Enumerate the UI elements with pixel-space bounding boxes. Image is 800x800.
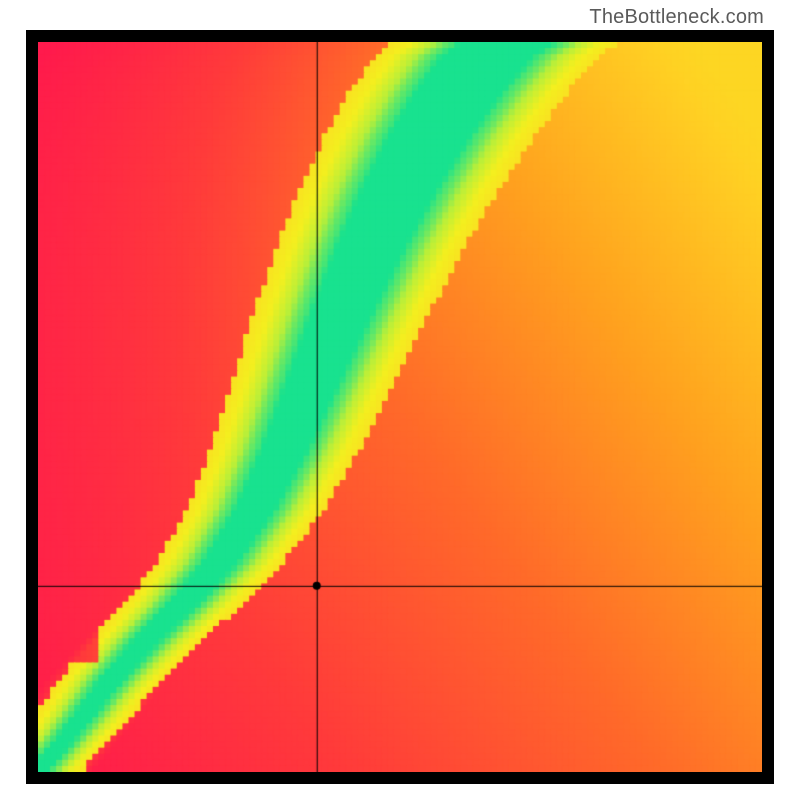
heatmap-canvas xyxy=(38,42,762,772)
watermark-text: TheBottleneck.com xyxy=(589,6,764,29)
